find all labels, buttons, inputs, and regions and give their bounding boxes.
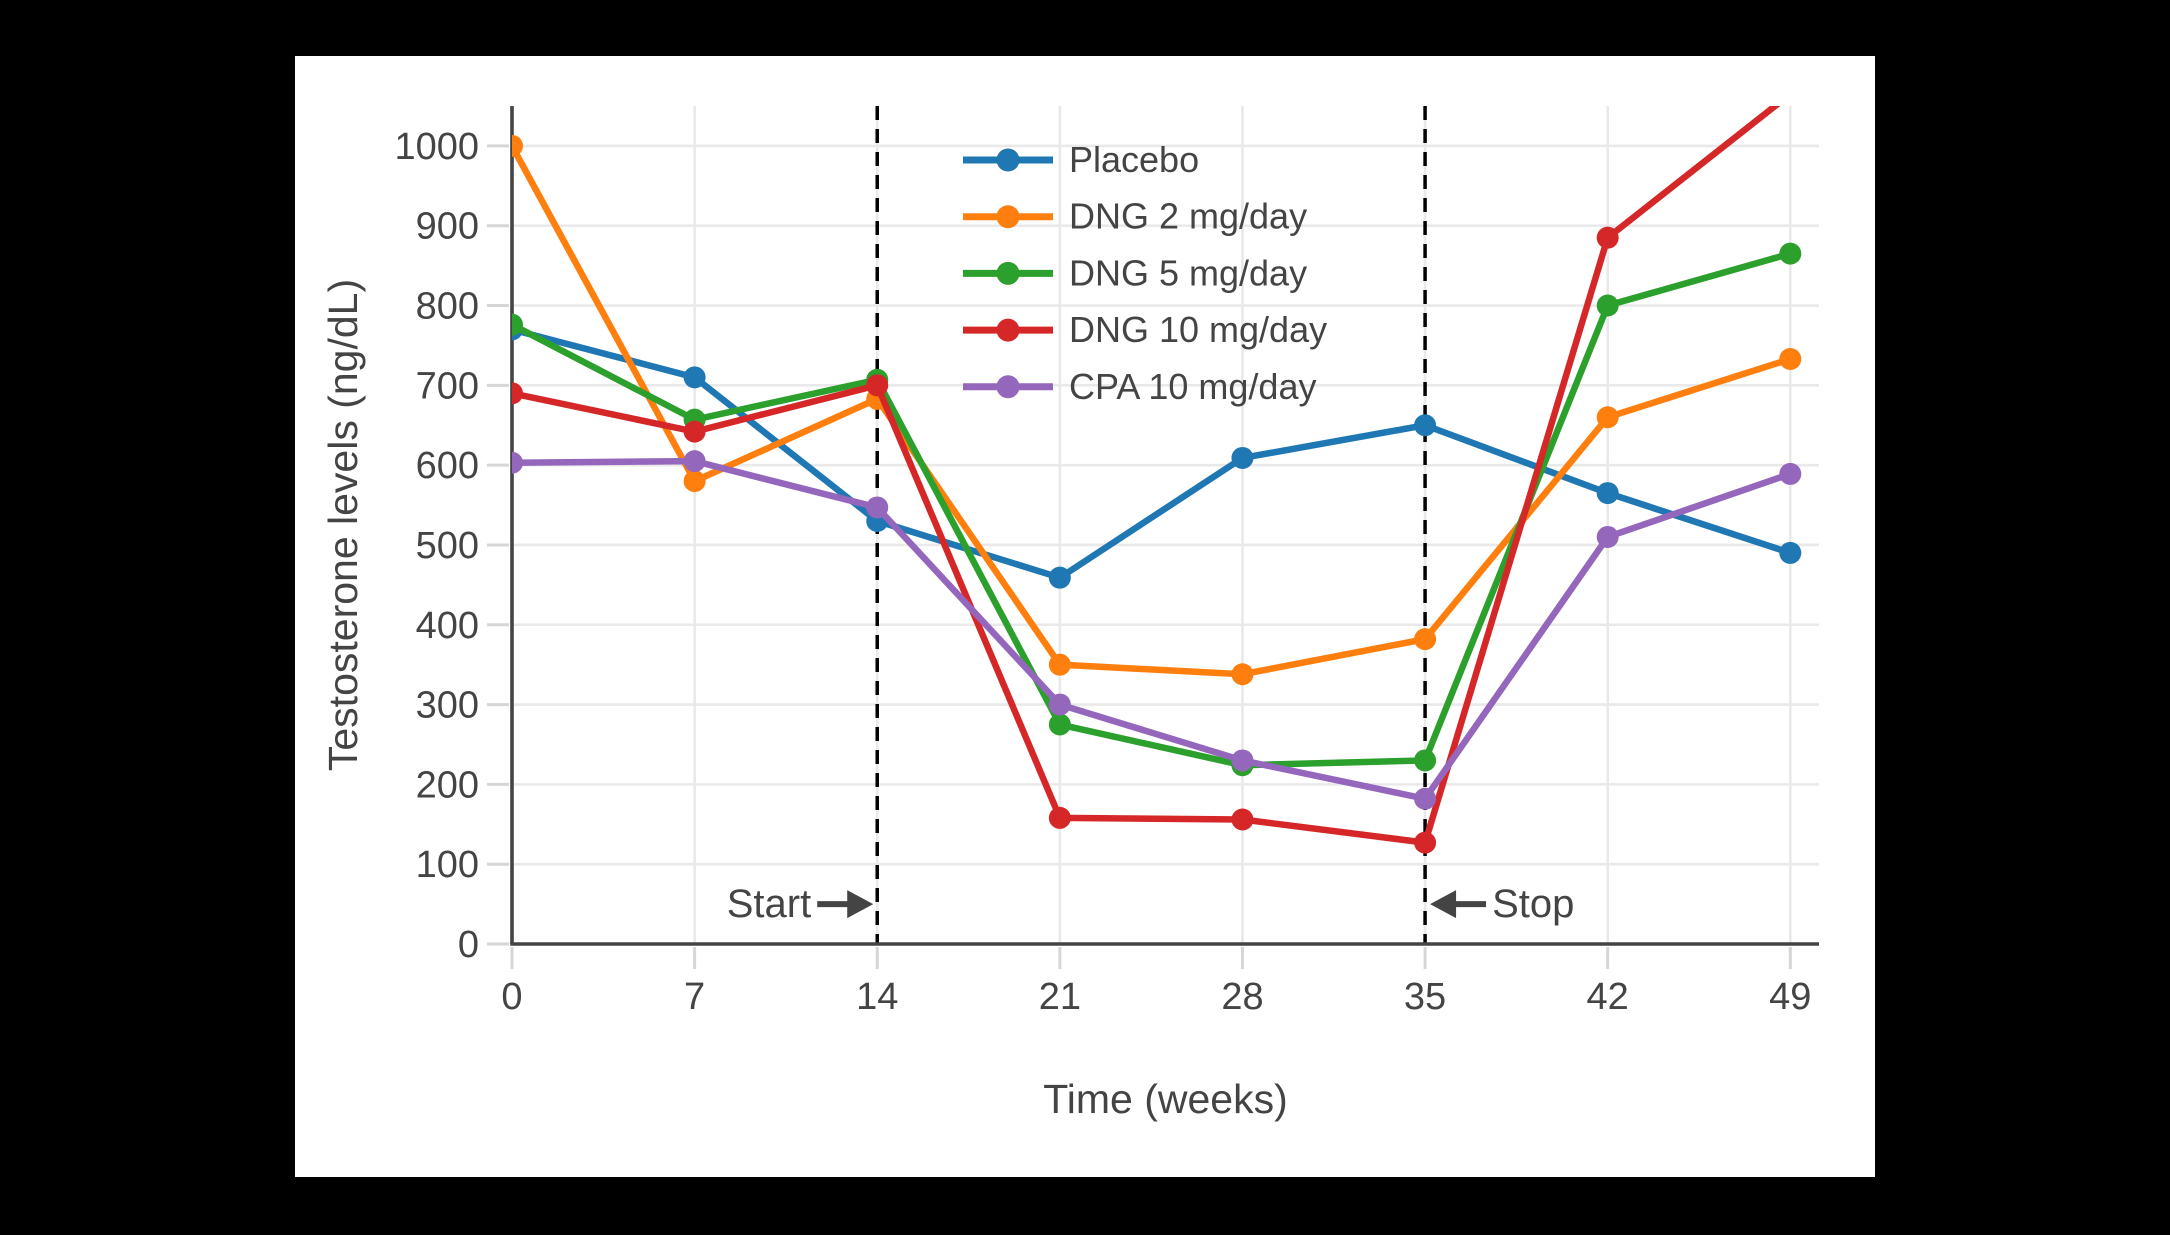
y-tick-label: 200 bbox=[416, 764, 479, 806]
x-tick-label: 49 bbox=[1769, 976, 1811, 1018]
data-point-marker bbox=[1414, 749, 1437, 772]
x-tick-label: 0 bbox=[501, 976, 522, 1018]
data-point-marker bbox=[866, 374, 889, 397]
series-line bbox=[512, 250, 1792, 769]
data-point-marker bbox=[1414, 414, 1437, 437]
legend-item-dng-5-mg-day[interactable]: DNG 5 mg/day bbox=[963, 252, 1307, 293]
y-tick-label: 600 bbox=[416, 445, 479, 487]
legend-label: CPA 10 mg/day bbox=[1069, 366, 1316, 407]
data-point-marker bbox=[1048, 566, 1071, 589]
x-tick-label: 14 bbox=[856, 976, 898, 1018]
testosterone-line-chart: 0 100 200 300 400 500 600 700 800 900 1000 0 7 14 21 28… bbox=[320, 83, 1819, 1122]
legend-item-dng-10-mg-day[interactable]: DNG 10 mg/day bbox=[963, 309, 1327, 350]
plot-area bbox=[512, 83, 1802, 854]
data-point-marker bbox=[1048, 713, 1071, 736]
x-tick-label: 21 bbox=[1039, 976, 1081, 1018]
series-dng-5-mg-day bbox=[512, 242, 1802, 777]
data-point-marker bbox=[1414, 628, 1437, 651]
y-tick-label: 300 bbox=[416, 685, 479, 727]
data-point-marker bbox=[1779, 347, 1802, 370]
data-point-marker bbox=[1596, 482, 1619, 505]
x-tick-label: 28 bbox=[1221, 976, 1263, 1018]
y-tick-label: 1000 bbox=[394, 126, 479, 168]
legend-label: Placebo bbox=[1069, 139, 1199, 180]
data-point-marker bbox=[1779, 541, 1802, 564]
y-tick-label: 500 bbox=[416, 525, 479, 567]
legend: Placebo DNG 2 mg/day DNG 5 mg/day DNG 10 mg… bbox=[963, 139, 1327, 407]
series-line bbox=[512, 106, 1781, 846]
data-point-marker bbox=[1048, 693, 1071, 716]
data-point-marker bbox=[1596, 525, 1619, 548]
legend-marker bbox=[996, 148, 1020, 172]
data-point-marker bbox=[1048, 806, 1071, 829]
data-point-marker bbox=[1779, 462, 1802, 485]
legend-label: DNG 10 mg/day bbox=[1069, 309, 1327, 350]
series-dng-10-mg-day bbox=[512, 83, 1801, 854]
x-tick-label: 7 bbox=[684, 976, 705, 1018]
data-point-marker bbox=[512, 313, 523, 336]
data-point-marker bbox=[1779, 242, 1802, 265]
data-point-marker bbox=[1231, 749, 1254, 772]
chart-card: 0 100 200 300 400 500 600 700 800 900 1000 0 7 14 21 28… bbox=[295, 56, 1875, 1177]
data-point-marker bbox=[1596, 294, 1619, 317]
x-tick-label: 35 bbox=[1404, 976, 1446, 1018]
legend-label: DNG 5 mg/day bbox=[1069, 252, 1307, 293]
x-axis-title: Time (weeks) bbox=[1043, 1076, 1288, 1122]
legend-marker bbox=[996, 375, 1020, 399]
axis-ticks: 0 100 200 300 400 500 600 700 800 900 1000 0 7 14 21 28… bbox=[394, 126, 1811, 1018]
data-point-marker bbox=[1596, 406, 1619, 429]
data-point-marker bbox=[1231, 808, 1254, 831]
legend-marker bbox=[996, 205, 1020, 229]
start-annotation: Start bbox=[727, 882, 874, 926]
annotation-text: Start bbox=[727, 882, 811, 926]
y-tick-label: 100 bbox=[416, 844, 479, 886]
series-line bbox=[512, 457, 1792, 802]
x-tick-label: 42 bbox=[1587, 976, 1629, 1018]
legend-item-cpa-10-mg-day[interactable]: CPA 10 mg/day bbox=[963, 366, 1316, 407]
data-point-marker bbox=[1048, 653, 1071, 676]
legend-item-dng-2-mg-day[interactable]: DNG 2 mg/day bbox=[963, 196, 1307, 237]
legend-label: DNG 2 mg/day bbox=[1069, 196, 1307, 237]
legend-marker bbox=[996, 318, 1020, 342]
data-point-marker bbox=[1231, 446, 1254, 469]
stop-annotation: Stop bbox=[1430, 882, 1574, 926]
series-line bbox=[512, 326, 1792, 581]
data-point-marker bbox=[1414, 831, 1437, 854]
y-tick-label: 800 bbox=[416, 286, 479, 328]
data-point-marker bbox=[683, 450, 706, 473]
data-point-marker bbox=[1414, 787, 1437, 810]
legend-marker bbox=[996, 261, 1020, 285]
data-point-marker bbox=[683, 420, 706, 443]
data-point-marker bbox=[866, 496, 889, 519]
data-point-marker bbox=[1779, 83, 1801, 105]
left-arrow-head-icon bbox=[1430, 890, 1457, 919]
data-point-marker bbox=[683, 470, 706, 493]
annotation-text: Stop bbox=[1492, 882, 1574, 926]
y-tick-label: 900 bbox=[416, 206, 479, 248]
y-tick-label: 0 bbox=[458, 924, 479, 966]
right-arrow-head-icon bbox=[847, 890, 874, 919]
y-axis-title: Testosterone levels (ng/dL) bbox=[320, 279, 366, 771]
data-point-marker bbox=[512, 134, 523, 157]
data-point-marker bbox=[683, 366, 706, 389]
data-point-marker bbox=[1231, 663, 1254, 686]
data-point-marker bbox=[512, 382, 523, 405]
data-point-marker bbox=[1596, 226, 1619, 249]
legend-item-placebo[interactable]: Placebo bbox=[963, 139, 1199, 180]
series-cpa-10-mg-day bbox=[512, 450, 1802, 810]
y-tick-label: 400 bbox=[416, 605, 479, 647]
data-point-marker bbox=[512, 451, 523, 474]
y-tick-label: 700 bbox=[416, 365, 479, 407]
